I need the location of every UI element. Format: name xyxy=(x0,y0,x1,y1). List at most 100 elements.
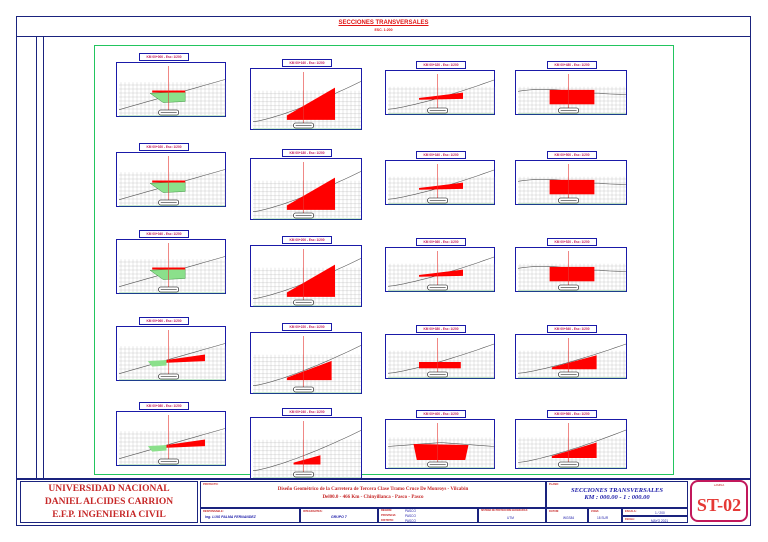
margin-line xyxy=(43,36,44,478)
section-drawing xyxy=(517,164,627,205)
sistema-label: SISTEMA DE PROYECCION GEOGRAFICA: xyxy=(481,510,529,512)
section-drawing xyxy=(252,249,362,307)
fecha-cell: FECHA: MAYO 2021 xyxy=(622,516,688,523)
project-cell: PROYECTO: Diseño Geométrico de la Carret… xyxy=(200,481,546,508)
section-drawing xyxy=(387,74,495,115)
section-label: KM 00+320 - Esc: 1/200 xyxy=(416,61,466,69)
datum-label: DATUM: xyxy=(549,510,560,513)
grupo-value: GRUPO 7 xyxy=(331,515,347,519)
fecha-value: MAYO 2021 xyxy=(651,519,669,523)
section-plot xyxy=(515,160,627,205)
plano-title: SECCIONES TRANSVERSALES xyxy=(571,487,663,494)
zona-value: 18 SUR xyxy=(597,516,609,520)
escala-cell: ESCALA: 1 / 200 xyxy=(622,508,688,516)
university-line: DANIEL ALCIDES CARRION xyxy=(44,497,174,507)
datum-cell: DATUM: WGS84 xyxy=(546,508,588,523)
responsable-label: RESPONSABLE: xyxy=(203,510,224,513)
plano-cell: PLANO: SECCIONES TRANSVERSALES KM : 000.… xyxy=(546,481,688,508)
section-plot xyxy=(515,334,627,379)
section-drawing xyxy=(387,423,495,469)
section-plot xyxy=(116,152,226,207)
section-drawing xyxy=(118,66,226,117)
escala-value: 1 / 200 xyxy=(655,511,665,515)
section-plot xyxy=(116,411,226,466)
section-label: KM 00+040 - Esc: 1/200 xyxy=(139,230,189,238)
section-label: KM 00+380 - Esc: 1/200 xyxy=(416,325,466,333)
lamina-code: ST-02 xyxy=(696,495,742,515)
section-plot xyxy=(116,239,226,294)
section-plot xyxy=(250,245,362,307)
section-label: KM 00+360 - Esc: 1/200 xyxy=(416,238,466,246)
sistema-cell: SISTEMA DE PROYECCION GEOGRAFICA: UTM xyxy=(478,508,546,523)
section-plot xyxy=(515,70,627,115)
section-label: KM 00+020 - Esc: 1/200 xyxy=(139,143,189,151)
responsable-cell: RESPONSABLE: Ing. LUIS PALMA FERNANDEZ xyxy=(200,508,300,523)
university-line: UNIVERSIDAD NACIONAL xyxy=(48,484,170,494)
section-drawing xyxy=(118,415,226,466)
lamina-label: LAMINA xyxy=(713,483,725,487)
section-plot xyxy=(250,68,362,130)
region-value: PASCO xyxy=(405,509,416,513)
grupo-label: INTEGRANTES: xyxy=(303,510,323,513)
section-label: KM 00+400 - Esc: 1/200 xyxy=(416,410,466,418)
section-plot xyxy=(385,247,495,292)
section-plot xyxy=(385,419,495,469)
section-drawing xyxy=(252,421,362,479)
sheet-header: SECCIONES TRANSVERSALES ESC. 1:200 xyxy=(16,16,751,37)
section-label: KM 00+560 - Esc: 1/200 xyxy=(547,410,597,418)
zona-cell: ZONA: 18 SUR xyxy=(588,508,622,523)
sistema-value: UTM xyxy=(507,516,514,520)
project-line: Del00.0 - 466 Km - Chinyillanca - Pasco … xyxy=(322,495,424,500)
section-label: KM 00+080 - Esc: 1/200 xyxy=(139,402,189,410)
distrito-value: PASCO xyxy=(405,519,416,523)
university-box: UNIVERSIDAD NACIONAL DANIEL ALCIDES CARR… xyxy=(20,481,198,523)
section-plot xyxy=(250,332,362,394)
datum-value: WGS84 xyxy=(563,516,575,520)
section-label: KM 00+200 - Esc: 1/200 xyxy=(282,236,332,244)
section-drawing xyxy=(118,243,226,294)
section-drawing xyxy=(517,423,627,469)
region-label: REGION: xyxy=(381,509,393,512)
provincia-value: PASCO xyxy=(405,514,416,518)
project-label: PROYECTO: xyxy=(203,483,219,486)
sections-frame xyxy=(94,45,674,475)
provincia-label: PROVINCIA: xyxy=(381,514,397,517)
zona-label: ZONA: xyxy=(591,510,600,513)
section-plot xyxy=(515,247,627,292)
section-label: KM 00+480 - Esc: 1/200 xyxy=(547,61,597,69)
location-cell: REGION: PASCO PROVINCIA: PASCO DISTRITO:… xyxy=(378,508,478,523)
section-plot xyxy=(116,62,226,117)
plano-subtitle: KM : 000.00 - 1 : 000.00 xyxy=(584,494,650,501)
fecha-label: FECHA: xyxy=(625,518,635,521)
section-drawing xyxy=(252,336,362,394)
sheet-scale: ESC. 1:200 xyxy=(374,28,393,32)
section-drawing xyxy=(252,72,362,130)
section-drawing xyxy=(517,338,627,379)
section-plot xyxy=(385,334,495,379)
section-label: KM 00+340 - Esc: 1/200 xyxy=(416,151,466,159)
university-line: E.F.P. INGENIERIA CIVIL xyxy=(52,510,166,520)
sheet-title: SECCIONES TRANSVERSALES xyxy=(338,20,429,26)
section-drawing xyxy=(387,251,495,292)
distrito-label: DISTRITO: xyxy=(381,519,394,522)
escala-label: ESCALA: xyxy=(625,510,637,513)
section-plot xyxy=(250,417,362,479)
section-plot xyxy=(385,70,495,115)
section-drawing xyxy=(118,330,226,381)
section-label: KM 00+220 - Esc: 1/200 xyxy=(282,323,332,331)
section-label: KM 00+520 - Esc: 1/200 xyxy=(547,238,597,246)
section-drawing xyxy=(517,74,627,115)
section-label: KM 00+240 - Esc: 1/200 xyxy=(282,408,332,416)
section-drawing xyxy=(387,164,495,205)
section-drawing xyxy=(252,162,362,220)
section-plot xyxy=(515,419,627,469)
lamina-badge: LAMINA ST-02 xyxy=(690,480,748,522)
grupo-cell: INTEGRANTES: GRUPO 7 xyxy=(300,508,378,523)
section-label: KM 00+500 - Esc: 1/200 xyxy=(547,151,597,159)
section-plot xyxy=(385,160,495,205)
section-plot xyxy=(250,158,362,220)
section-label: KM 00+000 - Esc: 1/200 xyxy=(139,53,189,61)
responsable-value: Ing. LUIS PALMA FERNANDEZ xyxy=(205,515,256,519)
section-label: KM 00+060 - Esc: 1/200 xyxy=(139,317,189,325)
drawing-sheet xyxy=(16,16,751,526)
